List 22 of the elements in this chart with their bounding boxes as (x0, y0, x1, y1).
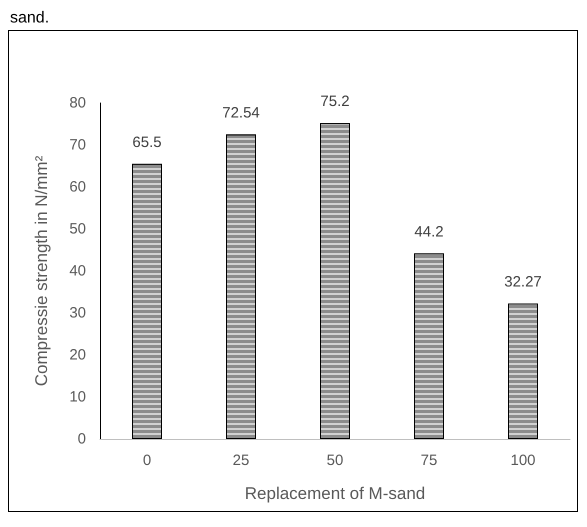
x-tick-label: 0 (142, 452, 152, 469)
y-tick-label: 60 (69, 178, 86, 196)
y-tick-label: 30 (69, 304, 86, 322)
data-label: 44.2 (414, 223, 444, 240)
data-label: 72.54 (222, 104, 260, 122)
x-axis-title: Replacement of M-sand (244, 484, 426, 503)
y-axis-title: Compressie strength in N/mm² (32, 155, 51, 386)
text: sand. (10, 10, 50, 26)
y-tick-label: 70 (69, 136, 86, 154)
x-tick-label: 25 (232, 452, 250, 469)
data-label: 75.2 (320, 93, 350, 110)
y-tick-label: 80 (69, 94, 86, 112)
data-label: 32.27 (504, 273, 542, 290)
y-tick-label: 20 (69, 346, 86, 364)
x-tick-label: 75 (420, 452, 438, 469)
data-label: 65.5 (132, 134, 162, 151)
y-tick-label: 50 (69, 220, 86, 238)
x-tick-label: 50 (326, 452, 344, 469)
y-tick-label: 40 (69, 262, 86, 280)
x-tick-label: 100 (510, 452, 536, 469)
y-tick-label: 10 (69, 388, 86, 406)
y-tick-label: 0 (78, 430, 86, 448)
